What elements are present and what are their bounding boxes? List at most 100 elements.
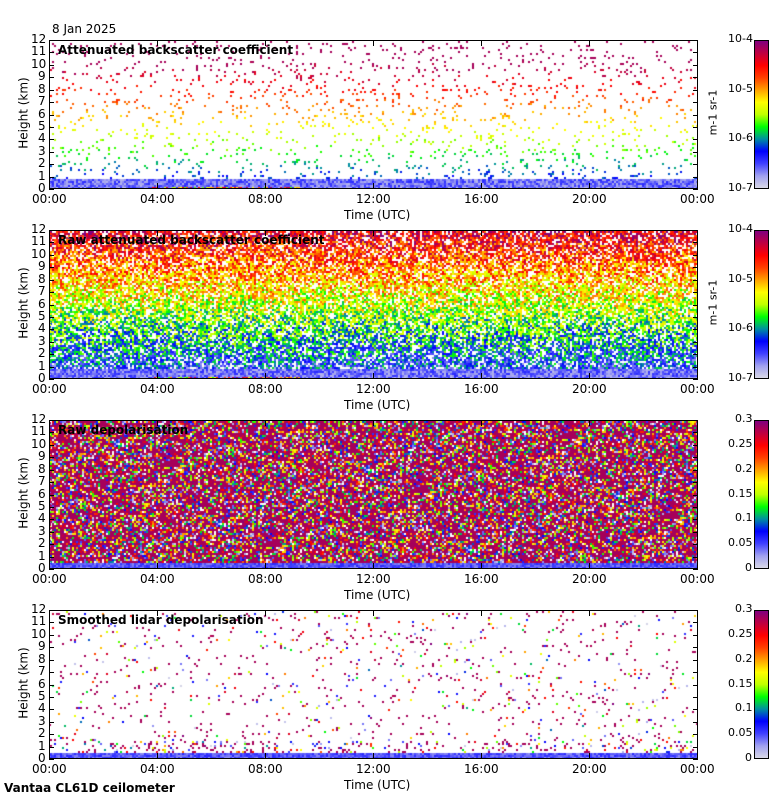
- y-tick: [693, 267, 698, 269]
- x-tick: [589, 373, 590, 379]
- y-tick-label: 3: [38, 523, 46, 538]
- y-tick: [49, 151, 54, 153]
- y-tick: [693, 494, 698, 496]
- y-tick: [693, 164, 698, 166]
- y-tick-label: 2: [38, 536, 46, 551]
- x-tick: [589, 753, 590, 759]
- y-tick: [49, 279, 54, 281]
- y-tick: [49, 531, 54, 533]
- heatmap-canvas: [50, 41, 697, 188]
- y-tick-label: 8: [38, 651, 46, 666]
- y-tick: [49, 634, 54, 636]
- y-tick-label: 7: [38, 284, 46, 299]
- x-tick-label: 00:00: [32, 572, 67, 586]
- x-tick: [697, 420, 698, 426]
- y-tick-label: 11: [31, 44, 47, 59]
- x-tick-label: 04:00: [140, 382, 175, 396]
- y-tick: [49, 432, 54, 434]
- x-tick: [697, 753, 698, 759]
- plot-title: Raw attenuated backscatter coefficient: [58, 233, 325, 247]
- y-tick: [693, 114, 698, 116]
- x-tick: [157, 40, 158, 46]
- y-tick: [49, 230, 54, 231]
- y-tick: [49, 622, 54, 624]
- y-tick: [693, 40, 698, 41]
- colorbar-tick-label: 0.25: [728, 436, 753, 450]
- y-tick-label: 11: [31, 234, 47, 249]
- colorbar-tick-label: 0.15: [728, 676, 753, 690]
- y-tick-label: 0: [38, 561, 46, 575]
- y-tick: [693, 709, 698, 711]
- x-tick: [265, 183, 266, 189]
- y-tick: [693, 316, 698, 318]
- y-tick: [49, 64, 54, 66]
- y-tick: [49, 379, 54, 380]
- x-tick-label: 04:00: [140, 762, 175, 776]
- y-tick: [693, 304, 698, 306]
- x-tick: [589, 420, 590, 426]
- colorbar: [754, 40, 769, 189]
- y-tick: [49, 304, 54, 306]
- x-tick-label: 12:00: [356, 762, 391, 776]
- colorbar-tick-label: 0.1: [735, 511, 753, 525]
- y-tick-label: 6: [38, 676, 46, 691]
- plot-title: Smoothed lidar depolarisation: [58, 613, 264, 627]
- y-tick-label: 3: [38, 713, 46, 728]
- y-tick-label: 1: [38, 358, 46, 373]
- y-tick: [49, 292, 54, 294]
- x-tick: [157, 230, 158, 236]
- y-tick-label: 2: [38, 156, 46, 171]
- y-tick: [693, 457, 698, 459]
- y-tick: [49, 709, 54, 711]
- x-tick: [157, 420, 158, 426]
- x-tick-label: 00:00: [680, 572, 715, 586]
- y-tick: [693, 379, 698, 380]
- y-tick: [49, 544, 54, 546]
- y-tick-label: 10: [31, 436, 47, 451]
- y-tick-label: 5: [38, 308, 46, 323]
- y-tick-label: 8: [38, 81, 46, 96]
- x-tick: [373, 420, 374, 426]
- x-tick: [373, 753, 374, 759]
- plot-area-0: Attenuated backscatter coefficient: [49, 40, 698, 189]
- x-tick: [49, 610, 50, 616]
- plot-area-1: Raw attenuated backscatter coefficient: [49, 230, 698, 379]
- y-tick: [693, 659, 698, 661]
- y-tick: [693, 610, 698, 611]
- y-tick-label: 9: [38, 449, 46, 464]
- y-tick: [693, 746, 698, 748]
- y-tick: [693, 444, 698, 446]
- y-tick: [49, 444, 54, 446]
- x-tick: [589, 40, 590, 46]
- x-axis-label: Time (UTC): [344, 588, 411, 602]
- x-tick-label: 04:00: [140, 192, 175, 206]
- y-tick: [693, 634, 698, 636]
- colorbar-tick-label: 0.25: [728, 626, 753, 640]
- x-tick: [265, 563, 266, 569]
- heatmap-canvas: [50, 611, 697, 758]
- y-tick: [49, 114, 54, 116]
- y-tick: [693, 279, 698, 281]
- y-tick: [49, 139, 54, 141]
- x-tick-label: 00:00: [32, 762, 67, 776]
- x-tick-label: 00:00: [680, 192, 715, 206]
- x-tick: [265, 230, 266, 236]
- y-tick: [49, 254, 54, 256]
- colorbar-units-label: m-1 sr-1: [706, 89, 720, 136]
- x-tick-label: 08:00: [248, 192, 283, 206]
- x-tick: [697, 563, 698, 569]
- y-tick-label: 12: [31, 32, 47, 46]
- x-tick: [589, 610, 590, 616]
- y-tick: [49, 189, 54, 190]
- x-tick-label: 20:00: [572, 762, 607, 776]
- y-tick: [49, 102, 54, 104]
- y-tick-label: 10: [31, 246, 47, 261]
- y-tick: [49, 519, 54, 521]
- y-tick: [49, 556, 54, 558]
- x-axis-label: Time (UTC): [344, 778, 411, 792]
- y-tick-label: 4: [38, 131, 46, 146]
- colorbar: [754, 230, 769, 379]
- y-tick-label: 6: [38, 106, 46, 121]
- y-tick: [49, 647, 54, 649]
